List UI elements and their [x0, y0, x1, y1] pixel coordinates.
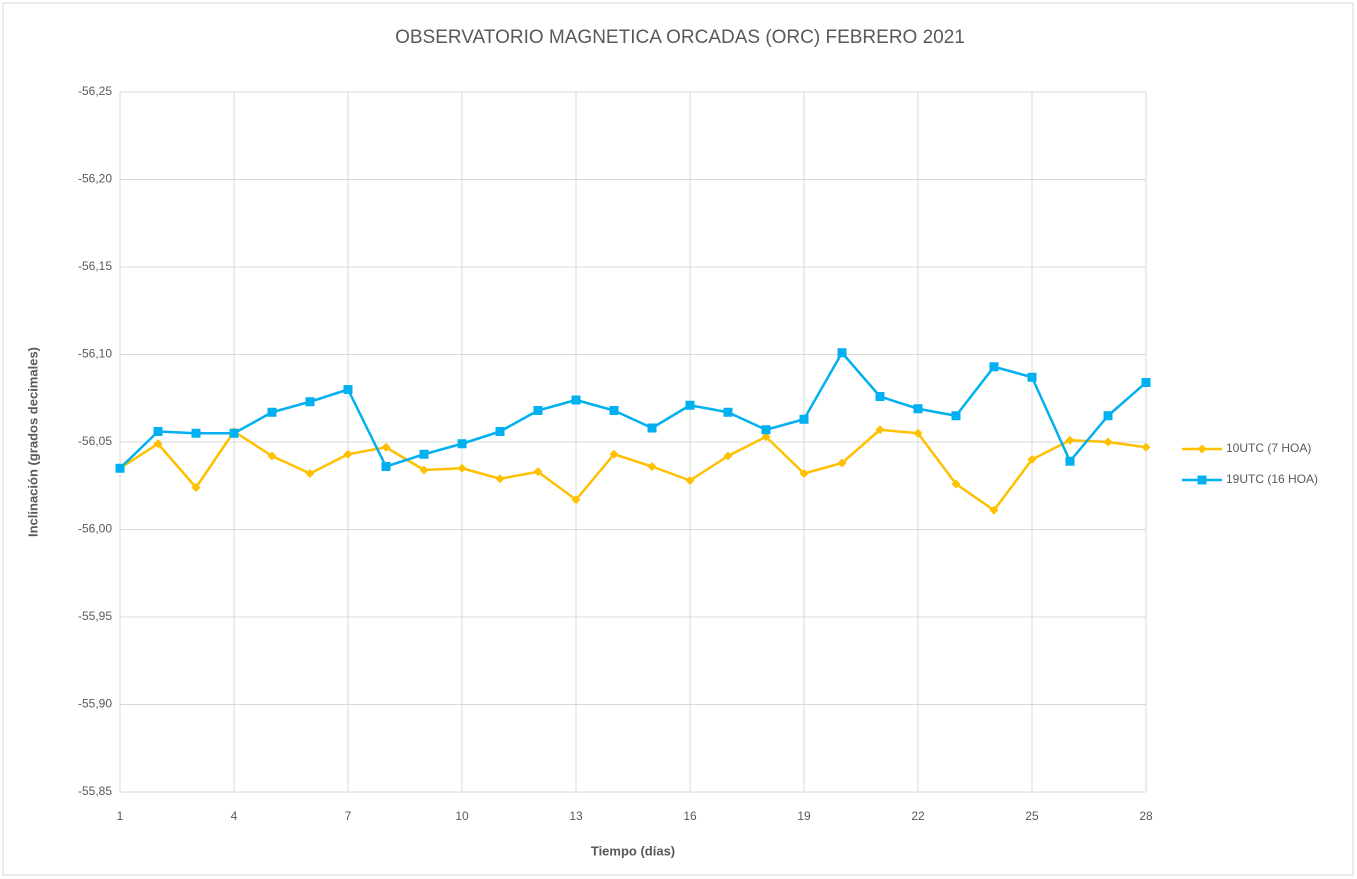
marker	[875, 425, 885, 435]
x-tick-label: 19	[797, 809, 811, 823]
marker	[951, 479, 961, 489]
marker	[989, 362, 999, 372]
marker	[1141, 378, 1151, 387]
marker	[267, 451, 277, 461]
marker	[1027, 455, 1037, 464]
marker	[457, 439, 467, 449]
x-tick-label: 13	[569, 809, 583, 823]
marker	[951, 411, 961, 421]
marker	[1197, 475, 1207, 485]
marker	[761, 432, 771, 442]
marker	[723, 451, 733, 461]
marker	[343, 385, 353, 394]
marker	[913, 428, 923, 438]
marker	[495, 427, 505, 436]
y-tick-label: -56,20	[78, 172, 112, 186]
marker	[761, 425, 771, 435]
marker	[685, 400, 695, 410]
marker	[609, 449, 619, 459]
marker	[837, 458, 847, 468]
marker	[647, 462, 657, 471]
marker	[799, 469, 809, 478]
y-tick-label: -55,90	[78, 697, 112, 711]
marker	[533, 406, 543, 415]
marker	[1065, 435, 1075, 445]
marker	[343, 449, 353, 459]
y-tick-label: -56,15	[78, 259, 112, 273]
x-tick-label: 7	[345, 809, 352, 823]
legend-label: 19UTC (16 HOA)	[1226, 472, 1318, 486]
x-tick-label: 10	[455, 809, 469, 823]
marker	[1197, 444, 1207, 454]
marker	[267, 407, 277, 417]
series-line	[119, 428, 1147, 512]
x-tick-label: 25	[1025, 809, 1039, 823]
marker	[685, 476, 695, 485]
y-tick-label: -56,10	[78, 347, 112, 361]
marker	[989, 505, 999, 515]
y-axis-label: Inclinación (grados decimales)	[25, 347, 40, 537]
marker	[115, 463, 125, 473]
x-tick-label: 16	[683, 809, 697, 823]
marker	[191, 428, 201, 438]
marker	[381, 462, 391, 471]
marker	[571, 395, 581, 405]
marker	[533, 467, 543, 477]
marker	[723, 407, 733, 417]
marker	[1141, 442, 1151, 452]
marker	[1065, 456, 1075, 466]
x-tick-label: 4	[231, 809, 238, 823]
y-tick-label: -56,05	[78, 434, 112, 448]
legend-label: 10UTC (7 HOA)	[1226, 441, 1311, 455]
marker	[305, 397, 315, 407]
y-tick-label: -55,85	[78, 784, 112, 798]
x-tick-label: 1	[117, 809, 124, 823]
x-tick-label: 28	[1139, 809, 1153, 823]
chart-title: OBSERVATORIO MAGNETICA ORCADAS (ORC) FEB…	[395, 27, 965, 48]
marker	[837, 348, 847, 358]
marker	[913, 404, 923, 414]
marker	[609, 406, 619, 415]
y-tick-label: -55,95	[78, 609, 112, 623]
y-tick-label: -56,25	[78, 84, 112, 98]
marker	[1103, 437, 1113, 447]
marker	[1103, 411, 1113, 421]
marker	[153, 427, 163, 436]
marker	[153, 439, 163, 449]
series-line	[119, 351, 1147, 470]
marker	[381, 442, 391, 452]
marker	[305, 469, 315, 478]
marker	[875, 392, 885, 401]
marker	[419, 465, 429, 475]
marker	[495, 474, 505, 484]
marker	[419, 449, 429, 459]
marker	[457, 463, 467, 473]
y-tick-label: -56,00	[78, 522, 112, 536]
x-tick-label: 22	[911, 809, 925, 823]
x-axis-label: Tiempo (días)	[591, 843, 675, 858]
marker	[571, 495, 581, 505]
marker	[1027, 372, 1037, 382]
marker	[647, 423, 657, 433]
marker	[799, 414, 809, 424]
marker	[229, 428, 239, 438]
marker	[191, 483, 201, 492]
